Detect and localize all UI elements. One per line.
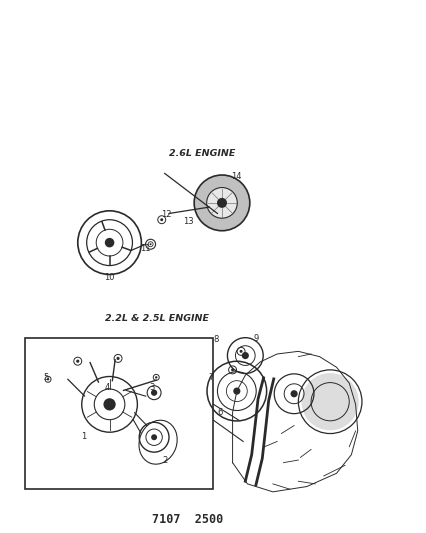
Circle shape <box>151 390 157 396</box>
Bar <box>25 338 213 489</box>
Text: 1: 1 <box>81 432 86 441</box>
Circle shape <box>216 198 227 208</box>
Circle shape <box>155 376 157 378</box>
Text: 7: 7 <box>208 373 213 382</box>
Text: 10: 10 <box>104 272 115 281</box>
Circle shape <box>301 373 358 430</box>
Text: 9: 9 <box>253 334 258 343</box>
Text: 3: 3 <box>149 383 154 392</box>
Text: 2.6L ENGINE: 2.6L ENGINE <box>169 149 235 158</box>
Text: 2.2L & 2.5L ENGINE: 2.2L & 2.5L ENGINE <box>105 314 209 323</box>
Text: 14: 14 <box>231 172 242 181</box>
Text: 11: 11 <box>140 244 150 253</box>
Text: 13: 13 <box>182 217 193 226</box>
Circle shape <box>116 357 119 360</box>
Circle shape <box>76 360 79 363</box>
Circle shape <box>241 352 248 359</box>
Text: 2: 2 <box>162 456 167 465</box>
Circle shape <box>233 387 240 394</box>
Text: 6: 6 <box>217 408 222 417</box>
Text: 7107  2500: 7107 2500 <box>152 513 223 526</box>
Text: 5: 5 <box>43 373 49 382</box>
Text: 4: 4 <box>104 383 110 392</box>
Circle shape <box>206 188 237 218</box>
Circle shape <box>230 368 233 372</box>
Circle shape <box>151 434 157 440</box>
Circle shape <box>149 243 151 245</box>
Text: 12: 12 <box>161 210 172 219</box>
Circle shape <box>194 175 249 231</box>
Text: 8: 8 <box>213 335 218 344</box>
Circle shape <box>290 390 297 397</box>
Circle shape <box>103 398 115 410</box>
Circle shape <box>47 378 49 381</box>
Circle shape <box>160 218 163 221</box>
Circle shape <box>239 350 242 353</box>
Circle shape <box>104 238 114 247</box>
